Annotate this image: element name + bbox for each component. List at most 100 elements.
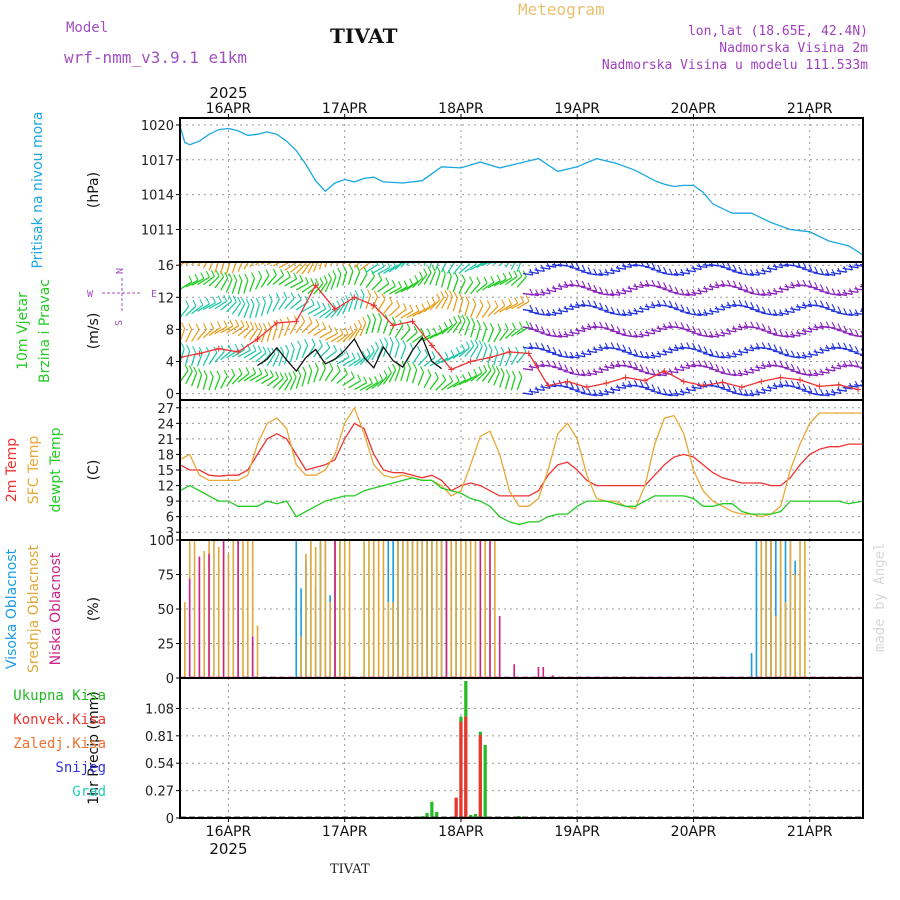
wind-barb-flag [515, 251, 518, 257]
wind-barb-flag [326, 341, 331, 349]
wind-barb-flag [491, 364, 496, 372]
wind-barb [377, 283, 390, 293]
wind-barb-flag [378, 273, 383, 281]
wind-barb [400, 262, 407, 268]
wind-barb-flag [867, 260, 870, 266]
wind-barb-flag [483, 276, 488, 284]
wind-barb [778, 335, 789, 338]
wind-barb-flag [415, 304, 420, 312]
wind-barb-flag [374, 376, 379, 383]
wind-barb-flag [465, 296, 470, 303]
wind-barb-flag [854, 346, 859, 353]
wind-barb-flag [450, 349, 455, 357]
wind-barb-flag [288, 372, 293, 379]
temperature-unit: (C) [86, 460, 102, 481]
wind-barb [813, 288, 824, 291]
wind-barb-flag [409, 278, 414, 285]
wind-barb-flag [279, 318, 284, 325]
wind-barb [848, 385, 859, 388]
wind-barb [673, 273, 685, 276]
wind-barb-flag [457, 314, 462, 322]
wind-barb [214, 276, 225, 289]
wind-barb-flag [343, 265, 348, 273]
wind-barb-flag [378, 312, 383, 320]
wind-barb [569, 388, 580, 392]
precip-bar [469, 814, 473, 818]
wind-barb [848, 313, 859, 317]
wind-barb-flag [496, 274, 501, 282]
compass-south: S [114, 320, 125, 326]
wind-barb [377, 319, 383, 333]
clouds-bar [435, 540, 438, 678]
wind-barb [586, 372, 597, 376]
wind-barb [749, 368, 760, 372]
wind-barb [429, 271, 436, 285]
wind-barb-flag [245, 298, 250, 305]
wind-barb-flag [587, 282, 592, 289]
wind-barb [476, 370, 488, 382]
wind-barb [202, 327, 215, 339]
wind-barb [575, 390, 586, 394]
wind-barb [761, 293, 772, 297]
wind-barb-flag [487, 364, 492, 371]
wind-barb [278, 297, 288, 311]
wind-barb [359, 322, 367, 337]
wind-barb [755, 391, 766, 394]
clouds-bar [251, 636, 254, 678]
wind-barb [417, 372, 425, 386]
wind-barb-flag [402, 254, 405, 260]
wind-barb [708, 334, 719, 338]
wind-barb-flag [525, 320, 530, 328]
x-tick-label-top: 19APR [554, 101, 600, 117]
wind-barb [504, 352, 512, 367]
wind-barb [598, 392, 609, 396]
station-title: TIVAT [330, 24, 398, 48]
wind-barb [737, 304, 749, 308]
wind-barb [819, 348, 830, 352]
wind-barb-flag [275, 371, 279, 378]
wind-barb [819, 305, 830, 309]
wind-barb [237, 372, 250, 383]
pressure-frame [179, 117, 864, 263]
wind-barb [290, 280, 304, 289]
wind-barb-flag [802, 351, 807, 359]
wind-barb [313, 327, 326, 337]
wind-barb-flag [452, 256, 455, 262]
wind-barb-flag [290, 342, 295, 350]
wind-barb-flag [327, 273, 332, 280]
wind-barb-flag [432, 327, 437, 335]
wind-barb [796, 305, 807, 309]
clouds-bar [217, 546, 220, 678]
wind-barb [243, 327, 254, 339]
wind-barb-flag [761, 323, 766, 331]
wind-barb-flag [205, 270, 210, 278]
wind-barb [859, 384, 863, 387]
wind-barb [505, 328, 516, 340]
wind-barb-flag [622, 344, 627, 352]
wind-barb-flag [715, 363, 720, 371]
wind-barb-flag [256, 250, 259, 256]
wind-barb-flag [750, 389, 755, 397]
wind-barb [528, 390, 539, 394]
wind-barb [336, 273, 342, 288]
wind-barb-flag [188, 323, 193, 330]
wind-barb-flag [546, 359, 551, 367]
wind-barb-flag [337, 267, 342, 275]
wind-barb-flag [831, 269, 836, 276]
wind-barb [830, 310, 842, 314]
wind-barb [679, 327, 690, 331]
year-label-top: 2025 [209, 84, 247, 102]
wind-barb-flag [779, 380, 784, 388]
wind-barb-flag [418, 271, 423, 279]
wind-barb [650, 390, 661, 394]
x-tick-label-bottom: 18APR [438, 824, 484, 840]
wind-barb [470, 304, 477, 318]
model-name: wrf-nmm_v3.9.1 e1km [64, 48, 248, 67]
wind-barb-flag [321, 362, 326, 369]
wind-barb [621, 384, 632, 388]
wind-barb [737, 372, 749, 376]
wind-barb-flag [604, 288, 609, 296]
wind-barb [743, 370, 754, 374]
wind-barb [639, 370, 650, 374]
wind-barb [325, 332, 338, 341]
